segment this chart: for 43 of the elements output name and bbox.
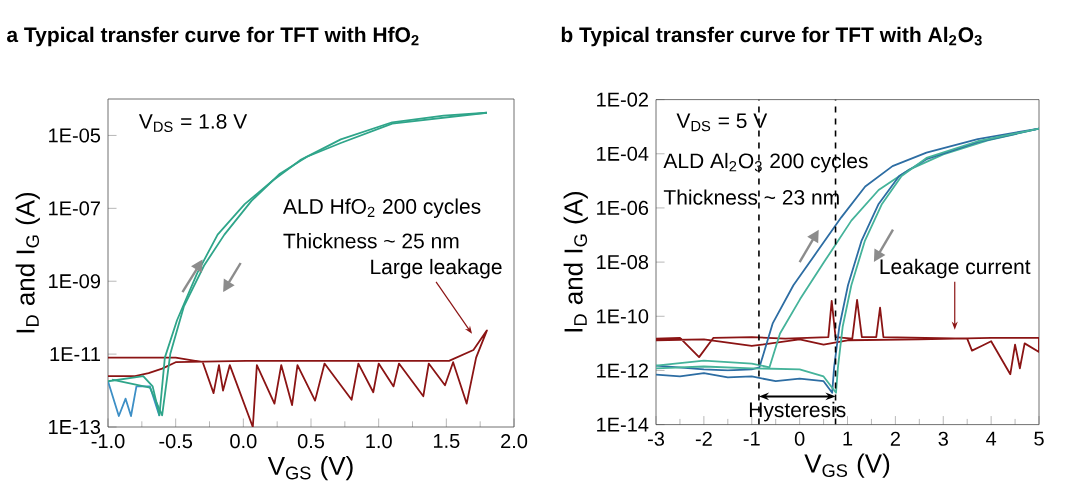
y-tick-label: 1E-05 — [49, 128, 101, 143]
annotation: ALD HfO$_{2}$ 200 cycles — [282, 198, 481, 219]
annotation: Thickness ~ 25 nm — [283, 233, 459, 249]
y-tick-label: 1E-11 — [50, 347, 100, 361]
y-tick-label: 1E-10 — [597, 309, 649, 324]
y-axis-title: I$_{D}$ and I$_{G}$ (A) — [563, 191, 588, 332]
x-tick-label: 0.5 — [297, 434, 325, 449]
x-tick-label: -1 — [743, 431, 760, 446]
y-tick-label: 1E-12 — [597, 363, 648, 378]
annotation: ALD Al$_{2}$O$_{3}$ 200 cycles — [663, 152, 868, 173]
y-tick-label: 1E-04 — [597, 146, 649, 161]
chart-title: b Typical transfer curve for TFT with Al$_{2}$O$_{3}$ — [561, 26, 982, 47]
x-tick-label: 1.0 — [366, 434, 392, 449]
annotation: V$_{DS}$ = 1.8 V — [138, 113, 248, 133]
annotation: V$_{DS}$ = 5 V — [676, 113, 768, 132]
x-tick-label: 2.0 — [501, 434, 528, 449]
x-tick-label: 0 — [794, 431, 805, 446]
x-tick-label: 4 — [986, 431, 997, 446]
y-tick-label: 1E-08 — [597, 255, 649, 270]
y-tick-label: 1E-09 — [49, 274, 100, 289]
x-tick-label: 0.0 — [230, 434, 257, 449]
chart-title: a Typical transfer curve for TFT with HfO$_{2}$ — [7, 26, 419, 47]
y-tick-label: 1E-07 — [49, 201, 100, 216]
x-tick-label: 1.5 — [433, 434, 460, 449]
y-tick-label: 1E-14 — [597, 417, 649, 432]
x-tick-label: -2 — [695, 431, 712, 446]
x-tick-label: -0.5 — [159, 434, 193, 449]
y-tick-label: 1E-06 — [597, 200, 649, 216]
annotation: Thickness ~ 23 nm — [663, 189, 839, 205]
x-axis-title: V$_{GS}$ (V) — [267, 455, 353, 481]
annotation: Hysteresis — [749, 401, 846, 422]
x-tick-label: -1.0 — [91, 434, 125, 449]
y-tick-label: 1E-13 — [49, 419, 101, 435]
annotation: Leakage current — [880, 258, 1031, 279]
x-tick-label: 2 — [890, 431, 900, 446]
x-tick-label: 3 — [938, 431, 948, 446]
x-tick-label: 5 — [1034, 431, 1044, 446]
x-tick-label: 1 — [843, 431, 853, 446]
y-tick-label: 1E-02 — [597, 92, 648, 107]
x-tick-label: -3 — [648, 431, 665, 446]
y-axis-title: I$_{D}$ and I$_{G}$ (A) — [15, 192, 40, 333]
x-axis-title: V$_{GS}$ (V) — [804, 453, 890, 478]
annotation: Large leakage — [371, 258, 502, 279]
